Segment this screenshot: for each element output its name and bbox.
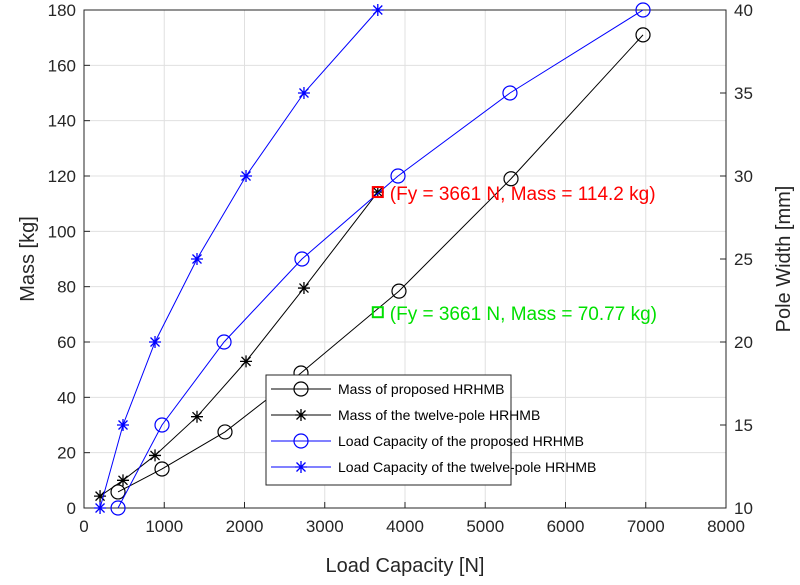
y-tick-label: 20 — [57, 444, 76, 463]
data-point-2 — [216, 334, 232, 350]
annotation-label: (Fy = 3661 N, Mass = 114.2 kg) — [390, 184, 656, 205]
x-axis-label: Load Capacity [N] — [326, 555, 485, 577]
data-point-2 — [635, 2, 651, 18]
y-right-axis-label: Pole Width [mm] — [773, 186, 795, 333]
annotation-marker — [371, 186, 384, 199]
series-line-2 — [117, 9, 644, 509]
data-point-3 — [297, 87, 310, 99]
data-point-1 — [240, 355, 253, 368]
data-point-3 — [371, 4, 384, 16]
x-tick-label: 8000 — [707, 517, 745, 536]
annotation-label: (Fy = 3661 N, Mass = 70.77 kg) — [390, 304, 657, 325]
x-tick-label: 5000 — [466, 517, 504, 536]
y-tick-label: 180 — [48, 1, 76, 20]
data-point-2 — [294, 251, 310, 267]
y-right-tick-label: 10 — [734, 499, 753, 518]
data-point-3 — [117, 419, 130, 431]
y-tick-label: 160 — [48, 56, 76, 75]
y-right-tick-label: 30 — [734, 167, 753, 186]
y-tick-label: 80 — [57, 278, 76, 297]
x-tick-label: 2000 — [226, 517, 264, 536]
data-point-1 — [117, 474, 130, 487]
data-point-2 — [390, 168, 406, 184]
data-point-2 — [502, 85, 518, 101]
legend-marker — [295, 461, 307, 473]
legend-marker — [293, 433, 309, 449]
legend-marker — [295, 409, 307, 421]
y-tick-label: 60 — [57, 333, 76, 352]
legend-entry: Load Capacity of the twelve-pole HRHMB — [338, 459, 596, 475]
annotation-marker — [371, 306, 384, 319]
x-tick-label: 4000 — [386, 517, 424, 536]
data-point-1 — [297, 282, 310, 295]
data-point-3 — [149, 336, 162, 348]
data-point-1 — [190, 410, 203, 423]
y-axis-label: Mass [kg] — [17, 216, 39, 302]
data-point-2 — [154, 417, 170, 433]
y-tick-label: 0 — [67, 499, 76, 518]
data-point-3 — [94, 502, 107, 514]
data-point-0 — [154, 461, 170, 477]
legend-entry: Mass of proposed HRHMB — [338, 381, 505, 397]
data-point-3 — [240, 170, 253, 182]
legend-marker — [293, 381, 309, 397]
x-tick-label: 7000 — [627, 517, 665, 536]
y-tick-label: 140 — [48, 112, 76, 131]
y-tick-label: 40 — [57, 388, 76, 407]
legend-entry: Load Capacity of the proposed HRHMB — [338, 433, 584, 449]
data-point-1 — [94, 490, 107, 503]
x-tick-label: 1000 — [145, 517, 183, 536]
data-point-0 — [110, 484, 126, 500]
x-tick-label: 0 — [79, 517, 88, 536]
y-tick-label: 120 — [48, 167, 76, 186]
data-point-0 — [391, 283, 407, 299]
data-point-1 — [149, 449, 162, 462]
data-point-1 — [371, 186, 384, 199]
series-line-0 — [117, 34, 644, 493]
data-point-0 — [635, 27, 651, 43]
y-right-tick-label: 35 — [734, 84, 753, 103]
data-point-0 — [503, 171, 519, 187]
legend-entry: Mass of the twelve-pole HRHMB — [338, 407, 540, 423]
data-point-0 — [217, 424, 233, 440]
y-right-tick-label: 15 — [734, 416, 753, 435]
y-right-tick-label: 20 — [734, 333, 753, 352]
y-tick-label: 100 — [48, 222, 76, 241]
x-tick-label: 6000 — [547, 517, 585, 536]
x-tick-label: 3000 — [306, 517, 344, 536]
y-right-tick-label: 25 — [734, 250, 753, 269]
y-right-tick-label: 40 — [734, 1, 753, 20]
data-point-3 — [190, 253, 203, 265]
data-point-2 — [110, 500, 126, 516]
